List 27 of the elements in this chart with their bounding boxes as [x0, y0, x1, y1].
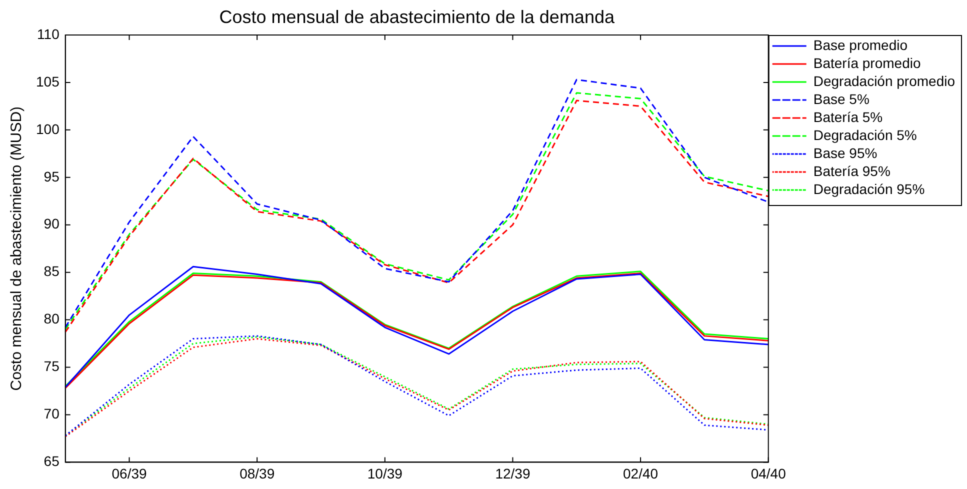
legend-label: Base promedio	[813, 36, 908, 53]
x-tick-label: 04/40	[750, 465, 786, 482]
y-tick-label: 95	[44, 168, 60, 184]
y-tick-label: 80	[44, 310, 60, 327]
x-tick-label: 08/39	[240, 465, 275, 482]
legend-label: Degradación promedio	[813, 72, 956, 89]
legend-label: Degradación 5%	[813, 126, 917, 143]
legend-label: Base 95%	[813, 144, 878, 161]
y-tick-label: 65	[44, 453, 60, 470]
legend-label: Base 5%	[813, 90, 870, 107]
y-tick-label: 70	[44, 406, 60, 422]
legend-label: Degradación 95%	[813, 180, 925, 197]
y-tick-label: 100	[36, 120, 60, 137]
x-tick-label: 06/39	[112, 465, 147, 482]
y-tick-label: 85	[44, 263, 60, 280]
legend-label: Batería promedio	[813, 54, 921, 71]
x-tick-label: 02/40	[623, 465, 658, 482]
x-tick-label: 10/39	[367, 465, 403, 482]
legend-label: Batería 5%	[813, 108, 883, 125]
legend-label: Batería 95%	[813, 162, 890, 179]
y-axis-title: Costo mensual de abastecimiento (MUSD)	[8, 106, 26, 391]
x-tick-label: 12/39	[495, 465, 530, 482]
chart-title: Costo mensual de abastecimiento de la demanda	[219, 6, 616, 27]
y-tick-label: 75	[44, 358, 60, 374]
y-tick-label: 110	[37, 26, 60, 42]
y-tick-label: 105	[36, 73, 60, 90]
y-tick-label: 90	[44, 216, 60, 232]
